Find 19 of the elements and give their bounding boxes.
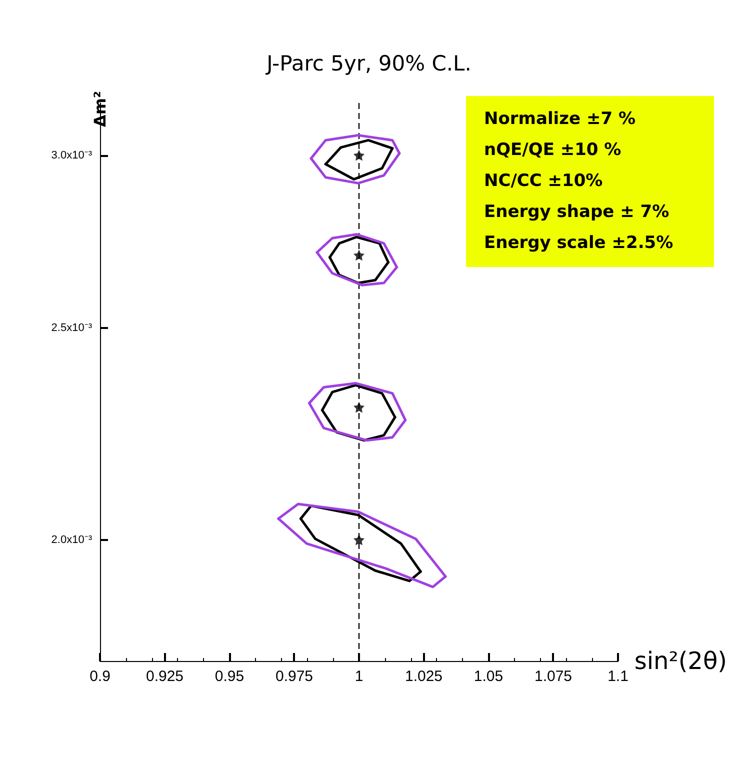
annotation: nQE/QE ±10 % [484, 139, 622, 162]
annotation: NC/CC ±10% [484, 170, 604, 193]
x-axis-title: sin²(2θ) [634, 647, 728, 675]
x-tick-label: 0.975 [275, 668, 314, 685]
x-tick-label: 0.95 [214, 668, 244, 685]
x-tick-label: 1 [354, 668, 364, 685]
annotation: Energy scale ±2.5% [484, 232, 674, 255]
y-tick-label: 2.0x10⁻³ [51, 534, 92, 546]
annotation: Normalize ±7 % [484, 108, 636, 131]
x-tick-label: 1.1 [608, 668, 628, 685]
annotation: Energy shape ± 7% [484, 201, 670, 224]
chart-title: J-Parc 5yr, 90% C.L. [264, 52, 472, 76]
x-tick-label: 1.075 [534, 668, 572, 685]
x-tick-label: 1.05 [474, 668, 504, 685]
y-tick-label: 2.5x10⁻³ [51, 322, 92, 334]
y-tick-label: 3.0x10⁻³ [51, 149, 92, 162]
x-tick-label: 1.025 [404, 668, 443, 685]
x-tick-label: 0.925 [146, 668, 184, 685]
x-tick-label: 0.9 [90, 668, 110, 685]
